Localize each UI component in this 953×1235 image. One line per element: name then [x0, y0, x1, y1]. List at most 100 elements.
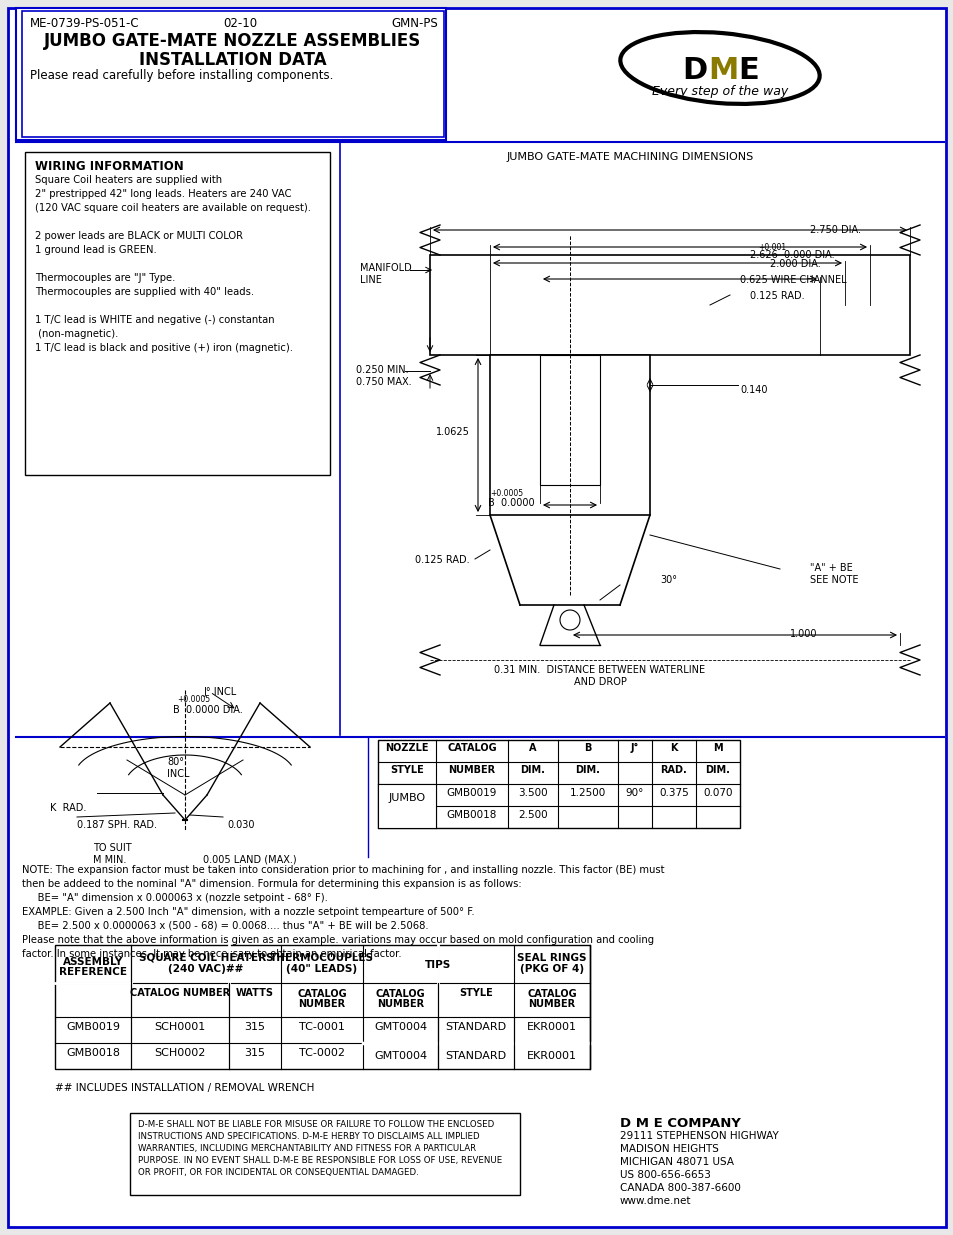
- Bar: [490, 354, 649, 515]
- Text: STYLE: STYLE: [390, 764, 423, 776]
- Text: JUMBO: JUMBO: [388, 793, 425, 803]
- Bar: [22, 11, 443, 137]
- Text: Every step of the way: Every step of the way: [651, 85, 787, 98]
- Text: +0.001: +0.001: [758, 243, 785, 252]
- Text: 0.005 LAND (MAX.): 0.005 LAND (MAX.): [203, 855, 296, 864]
- Text: JUMBO GATE-MATE MACHINING DIMENSIONS: JUMBO GATE-MATE MACHINING DIMENSIONS: [506, 152, 753, 162]
- Text: CATALOG: CATALOG: [375, 989, 425, 999]
- Text: CATALOG: CATALOG: [527, 989, 577, 999]
- Text: Thermocouples are supplied with 40" leads.: Thermocouples are supplied with 40" lead…: [35, 287, 253, 296]
- Text: B: B: [583, 743, 591, 753]
- Text: 1.000: 1.000: [789, 629, 817, 638]
- Text: AND DROP: AND DROP: [573, 677, 626, 687]
- Text: THERMOCOUPLES: THERMOCOUPLES: [270, 953, 374, 963]
- Text: MANIFOLD: MANIFOLD: [359, 263, 412, 273]
- Text: MADISON HEIGHTS: MADISON HEIGHTS: [619, 1144, 719, 1153]
- Text: EXAMPLE: Given a 2.500 Inch "A" dimension, with a nozzle setpoint tempearture of: EXAMPLE: Given a 2.500 Inch "A" dimensio…: [22, 906, 475, 918]
- Text: WARRANTIES, INCLUDING MERCHANTABILITY AND FITNESS FOR A PARTICULAR: WARRANTIES, INCLUDING MERCHANTABILITY AN…: [138, 1144, 476, 1153]
- Bar: [430, 254, 909, 354]
- Text: 2.500: 2.500: [517, 810, 547, 820]
- Text: 0.625 WIRE CHANNEL: 0.625 WIRE CHANNEL: [740, 275, 845, 285]
- Text: 30°: 30°: [659, 576, 677, 585]
- Text: SEE NOTE: SEE NOTE: [809, 576, 858, 585]
- Text: 0.187 SPH. RAD.: 0.187 SPH. RAD.: [77, 820, 157, 830]
- Text: (40" LEADS): (40" LEADS): [286, 965, 357, 974]
- Text: Square Coil heaters are supplied with: Square Coil heaters are supplied with: [35, 175, 222, 185]
- Text: 0.030: 0.030: [227, 820, 254, 830]
- Text: TIPS: TIPS: [425, 960, 451, 969]
- Text: 2" prestripped 42" long leads. Heaters are 240 VAC: 2" prestripped 42" long leads. Heaters a…: [35, 189, 292, 199]
- Text: BE= 2.500 x 0.0000063 x (500 - 68) = 0.0068.... thus "A" + BE will be 2.5068.: BE= 2.500 x 0.0000063 x (500 - 68) = 0.0…: [22, 921, 428, 931]
- Text: M: M: [707, 56, 738, 85]
- Text: J° INCL: J° INCL: [203, 687, 236, 697]
- Text: STANDARD: STANDARD: [445, 1023, 506, 1032]
- Text: WATTS: WATTS: [235, 988, 274, 998]
- Text: +0.0005: +0.0005: [177, 695, 210, 704]
- Text: PURPOSE. IN NO EVENT SHALL D-M-E BE RESPONSIBLE FOR LOSS OF USE, REVENUE: PURPOSE. IN NO EVENT SHALL D-M-E BE RESP…: [138, 1156, 501, 1165]
- Text: (PKG OF 4): (PKG OF 4): [519, 965, 583, 974]
- Text: (non-magnetic).: (non-magnetic).: [35, 329, 118, 338]
- Bar: [377, 784, 436, 827]
- Text: NUMBER: NUMBER: [298, 999, 345, 1009]
- Bar: [377, 740, 740, 827]
- Text: 2.000 DIA.: 2.000 DIA.: [769, 259, 820, 269]
- Text: CATALOG: CATALOG: [447, 743, 497, 753]
- Text: 90°: 90°: [625, 788, 643, 798]
- Text: SQUARE COIL HEATERS: SQUARE COIL HEATERS: [138, 953, 273, 963]
- Text: SEAL RINGS: SEAL RINGS: [517, 953, 586, 963]
- Text: STANDARD: STANDARD: [445, 1051, 506, 1061]
- Text: INSTRUCTIONS AND SPECIFICATIONS. D-M-E HERBY TO DISCLAIMS ALL IMPLIED: INSTRUCTIONS AND SPECIFICATIONS. D-M-E H…: [138, 1132, 479, 1141]
- Text: GMB0018: GMB0018: [66, 1049, 120, 1058]
- Text: A: A: [529, 743, 537, 753]
- Text: INSTALLATION DATA: INSTALLATION DATA: [139, 51, 327, 69]
- Text: TO SUIT: TO SUIT: [92, 844, 132, 853]
- Text: NUMBER: NUMBER: [528, 999, 575, 1009]
- Text: US 800-656-6653: US 800-656-6653: [619, 1170, 710, 1179]
- Text: Please read carefully before installing components.: Please read carefully before installing …: [30, 69, 333, 82]
- Text: 1.0625: 1.0625: [436, 427, 470, 437]
- Text: 80°: 80°: [167, 757, 184, 767]
- Text: DIM.: DIM.: [705, 764, 730, 776]
- Bar: [55, 945, 589, 1070]
- Text: 0.125 RAD.: 0.125 RAD.: [415, 555, 469, 564]
- Text: B  0.0000 DIA.: B 0.0000 DIA.: [172, 705, 242, 715]
- Text: 0.140: 0.140: [740, 385, 767, 395]
- Text: 1 T/C lead is black and positive (+) iron (magnetic).: 1 T/C lead is black and positive (+) iro…: [35, 343, 293, 353]
- Text: K: K: [670, 743, 677, 753]
- Text: 0.31 MIN.  DISTANCE BETWEEN WATERLINE: 0.31 MIN. DISTANCE BETWEEN WATERLINE: [494, 664, 705, 676]
- Text: Thermocouples are "J" Type.: Thermocouples are "J" Type.: [35, 273, 175, 283]
- Text: M MIN.: M MIN.: [92, 855, 126, 864]
- Text: 2 power leads are BLACK or MULTI COLOR: 2 power leads are BLACK or MULTI COLOR: [35, 231, 243, 241]
- Text: JUMBO GATE-MATE NOZZLE ASSEMBLIES: JUMBO GATE-MATE NOZZLE ASSEMBLIES: [45, 32, 421, 49]
- Text: DIM.: DIM.: [520, 764, 545, 776]
- Bar: [130, 1113, 519, 1195]
- Text: 0.375: 0.375: [659, 788, 688, 798]
- Text: CATALOG NUMBER: CATALOG NUMBER: [130, 988, 230, 998]
- Text: M: M: [713, 743, 722, 753]
- Bar: [25, 152, 330, 475]
- Text: LINE: LINE: [359, 275, 381, 285]
- Text: REFERENCE: REFERENCE: [59, 967, 127, 977]
- Text: SCH0002: SCH0002: [154, 1049, 206, 1058]
- Text: 0.125 RAD.: 0.125 RAD.: [749, 291, 803, 301]
- Text: 3.500: 3.500: [517, 788, 547, 798]
- Text: SCH0001: SCH0001: [154, 1023, 206, 1032]
- Text: 0.750 MAX.: 0.750 MAX.: [355, 377, 411, 387]
- Text: 0.250 MIN.: 0.250 MIN.: [355, 366, 408, 375]
- Text: 2.626  0.000 DIA.: 2.626 0.000 DIA.: [749, 249, 834, 261]
- Text: "A" + BE: "A" + BE: [809, 563, 852, 573]
- Text: J°: J°: [630, 743, 639, 753]
- Text: NOZZLE: NOZZLE: [385, 743, 428, 753]
- Text: TC-0001: TC-0001: [298, 1023, 345, 1032]
- Text: EKR0001: EKR0001: [526, 1023, 577, 1032]
- Text: 1 ground lead is GREEN.: 1 ground lead is GREEN.: [35, 245, 156, 254]
- Text: OR PROFIT, OR FOR INCIDENTAL OR CONSEQUENTIAL DAMAGED.: OR PROFIT, OR FOR INCIDENTAL OR CONSEQUE…: [138, 1168, 418, 1177]
- Text: TC-0002: TC-0002: [298, 1049, 345, 1058]
- Text: 315: 315: [244, 1049, 265, 1058]
- Text: B  0.0000: B 0.0000: [488, 498, 534, 508]
- Text: GMT0004: GMT0004: [374, 1051, 427, 1061]
- Text: 1 T/C lead is WHITE and negative (-) constantan: 1 T/C lead is WHITE and negative (-) con…: [35, 315, 274, 325]
- Text: MICHIGAN 48071 USA: MICHIGAN 48071 USA: [619, 1157, 733, 1167]
- Text: ## INCLUDES INSTALLATION / REMOVAL WRENCH: ## INCLUDES INSTALLATION / REMOVAL WRENC…: [55, 1083, 314, 1093]
- Ellipse shape: [619, 32, 819, 104]
